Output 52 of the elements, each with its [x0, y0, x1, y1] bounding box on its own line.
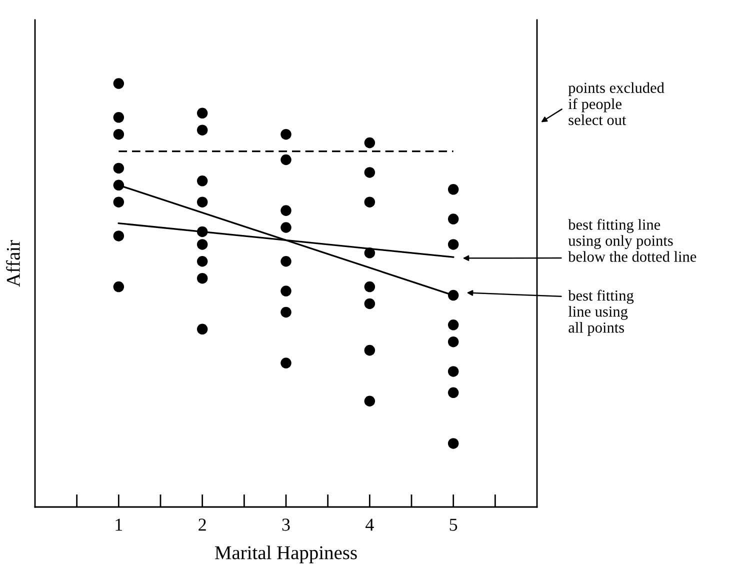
y-axis-title: Affair [6, 240, 20, 287]
point [113, 230, 124, 242]
x-tick-label: 5 [450, 518, 458, 531]
x-axis-title: Marital Happiness [215, 546, 357, 564]
point [113, 128, 124, 140]
point [113, 78, 124, 89]
point [113, 112, 124, 123]
point [196, 239, 208, 250]
point [280, 306, 292, 318]
point [280, 154, 292, 166]
point [280, 358, 292, 368]
point [196, 108, 208, 119]
point [113, 180, 124, 191]
point [196, 226, 208, 238]
x-tick-label: 3 [282, 518, 290, 531]
point [448, 290, 459, 301]
point [448, 336, 459, 348]
point [448, 320, 459, 330]
point [196, 176, 208, 186]
text: best fitting line using only points below the dotted line [568, 218, 696, 262]
point [448, 366, 459, 377]
text: best fitting line using all points [568, 290, 634, 336]
point [196, 256, 208, 267]
text: points excluded if people select out [568, 82, 664, 126]
point [448, 387, 459, 398]
point [448, 214, 459, 224]
point [280, 286, 292, 296]
point [113, 281, 124, 292]
point [280, 205, 292, 216]
point [448, 239, 459, 250]
point [196, 124, 208, 136]
point [113, 162, 124, 174]
point [364, 248, 376, 258]
x-tick-label: 4 [366, 518, 374, 531]
point [280, 222, 292, 233]
point [364, 344, 376, 356]
point [448, 184, 459, 195]
point [196, 196, 208, 208]
point [364, 281, 376, 292]
point [364, 167, 376, 178]
point [196, 272, 208, 284]
x-tick-label: 1 [116, 518, 122, 531]
point [196, 324, 208, 335]
point [364, 396, 376, 407]
point [364, 137, 376, 148]
point [280, 256, 292, 267]
point [113, 196, 124, 208]
point [448, 438, 459, 449]
point [364, 196, 376, 208]
point [280, 128, 292, 140]
point [364, 298, 376, 310]
x-tick-label: 2 [198, 518, 206, 531]
